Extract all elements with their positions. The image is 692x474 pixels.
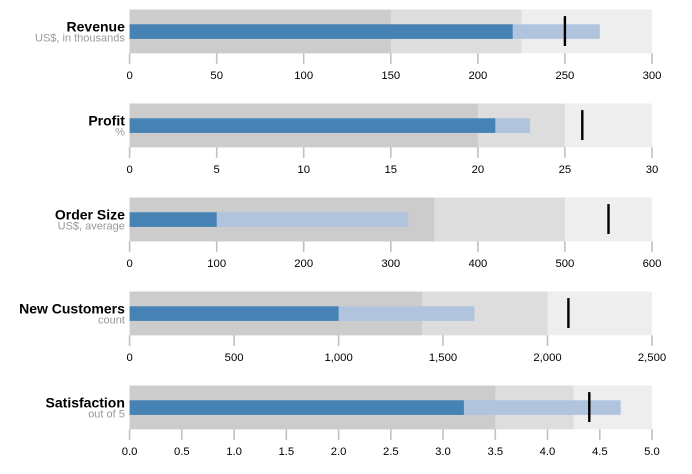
svg-text:US$, in thousands: US$, in thousands xyxy=(35,33,125,45)
svg-text:50: 50 xyxy=(210,70,223,82)
svg-text:0: 0 xyxy=(126,352,132,364)
svg-text:3.0: 3.0 xyxy=(435,446,451,458)
svg-text:%: % xyxy=(115,127,125,139)
svg-text:30: 30 xyxy=(646,164,659,176)
svg-text:25: 25 xyxy=(559,164,572,176)
svg-text:4.0: 4.0 xyxy=(540,446,556,458)
svg-text:Order Size: Order Size xyxy=(55,207,125,223)
svg-text:100: 100 xyxy=(294,70,313,82)
svg-text:Profit: Profit xyxy=(88,113,125,129)
svg-text:200: 200 xyxy=(468,70,487,82)
svg-text:0.5: 0.5 xyxy=(174,446,190,458)
svg-text:New Customers: New Customers xyxy=(19,301,125,317)
svg-text:300: 300 xyxy=(381,258,400,270)
svg-text:1.5: 1.5 xyxy=(278,446,294,458)
svg-text:20: 20 xyxy=(472,164,485,176)
svg-text:250: 250 xyxy=(555,70,574,82)
svg-text:2,000: 2,000 xyxy=(533,352,561,364)
svg-text:4.5: 4.5 xyxy=(592,446,608,458)
svg-text:1,000: 1,000 xyxy=(324,352,352,364)
svg-text:Satisfaction: Satisfaction xyxy=(46,395,125,411)
svg-text:600: 600 xyxy=(643,258,662,270)
svg-text:15: 15 xyxy=(385,164,398,176)
svg-text:0: 0 xyxy=(126,258,132,270)
svg-text:500: 500 xyxy=(555,258,574,270)
svg-text:1,500: 1,500 xyxy=(429,352,457,364)
svg-text:2,500: 2,500 xyxy=(638,352,666,364)
svg-text:5: 5 xyxy=(214,164,220,176)
svg-text:out of 5: out of 5 xyxy=(88,409,125,421)
svg-text:400: 400 xyxy=(468,258,487,270)
svg-text:300: 300 xyxy=(643,70,662,82)
svg-text:0: 0 xyxy=(126,70,132,82)
svg-text:5.0: 5.0 xyxy=(644,446,660,458)
svg-text:0.0: 0.0 xyxy=(122,446,138,458)
svg-text:100: 100 xyxy=(207,258,226,270)
svg-text:count: count xyxy=(98,315,125,327)
svg-text:1.0: 1.0 xyxy=(226,446,242,458)
svg-text:150: 150 xyxy=(381,70,400,82)
svg-text:3.5: 3.5 xyxy=(487,446,503,458)
svg-text:US$, average: US$, average xyxy=(58,221,125,233)
svg-text:10: 10 xyxy=(297,164,310,176)
svg-text:2.5: 2.5 xyxy=(383,446,399,458)
svg-text:200: 200 xyxy=(294,258,313,270)
svg-text:0: 0 xyxy=(126,164,132,176)
svg-text:2.0: 2.0 xyxy=(331,446,347,458)
svg-text:500: 500 xyxy=(225,352,244,364)
svg-text:Revenue: Revenue xyxy=(67,19,126,35)
